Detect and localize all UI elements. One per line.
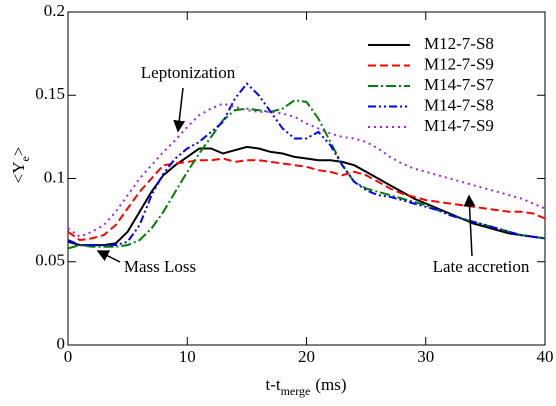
x-axis-label: t-tmerge (ms) — [265, 375, 346, 398]
annotation: Late accretion — [433, 257, 530, 276]
x-tick-label: 40 — [537, 347, 554, 366]
y-label-sub: e — [18, 156, 32, 161]
y-tick-label: 0 — [57, 334, 66, 353]
annotation-arrow — [173, 87, 186, 133]
legend-label: M14-7-S7 — [424, 75, 494, 94]
legend-label: M14-7-S8 — [424, 95, 494, 114]
annotation: Leptonization — [141, 63, 236, 82]
series-line — [67, 82, 546, 247]
annotation: Mass Loss — [124, 257, 196, 276]
series-line — [67, 157, 546, 242]
annotation-arrow — [96, 250, 121, 263]
x-tick-label: 20 — [298, 347, 315, 366]
x-tick-label: 30 — [417, 347, 434, 366]
x-label-sub: merge — [281, 384, 311, 398]
y-label-main: <Y — [9, 162, 28, 184]
y-axis-label: <Ye> — [9, 147, 32, 184]
x-tick-label: 0 — [64, 347, 73, 366]
y-label-tail: > — [9, 147, 28, 157]
legend-label: M14-7-S9 — [424, 116, 494, 135]
annotation-arrow — [463, 194, 476, 257]
y-tick-label: 0.1 — [44, 167, 65, 186]
y-tick-label: 0.05 — [35, 251, 65, 270]
y-tick-label: 0.15 — [35, 84, 65, 103]
x-label-tail: (ms) — [315, 375, 346, 394]
series-line — [67, 99, 546, 250]
series-line — [67, 102, 546, 238]
legend-label: M12-7-S9 — [424, 54, 494, 73]
x-tick-label: 10 — [179, 347, 196, 366]
x-label-main: t-t — [265, 375, 280, 394]
series-line — [67, 145, 546, 247]
legend-label: M12-7-S8 — [424, 34, 494, 53]
y-tick-label: 0.2 — [44, 1, 65, 20]
